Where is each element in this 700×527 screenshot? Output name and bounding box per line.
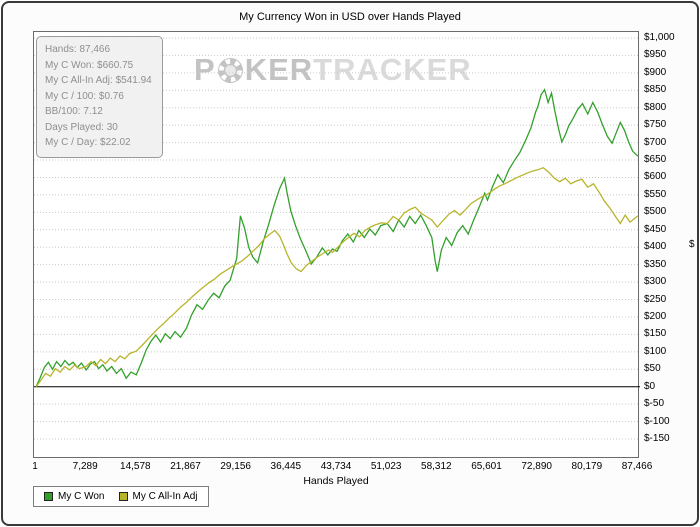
watermark-text-pre: P [194,52,216,87]
x-axis-tick-label: 43,734 [320,461,352,472]
x-axis-title: Hands Played [303,475,369,487]
poker-chip-icon [217,57,243,83]
stat-line: Hands: 87,466 [45,44,111,55]
x-axis-tick-label: 1 [32,461,38,472]
x-axis-tick-label: 29,156 [220,461,251,472]
stats-box: Hands: 87,466 My C Won: $660.75 My C All-I… [36,36,163,158]
watermark-text-post: KER [244,52,314,87]
y-axis-tick-label: $1,000 [644,32,675,43]
watermark-text-suffix: TRACKER [313,52,472,87]
legend-swatch [44,492,53,501]
stat-line: My C / 100: $0.76 [45,90,124,102]
legend-item-0: My C Won [44,491,105,502]
y-axis-tick-label: $50 [644,363,661,375]
y-axis-tick-label: $300 [644,276,667,288]
chart-title: My Currency Won in USD over Hands Played [239,11,461,23]
x-axis-tick-label: 72,890 [521,461,552,472]
x-axis-tick-label: 87,466 [621,461,653,472]
y-axis-tick-label: $100 [644,345,667,357]
stat-line: My C / Day: $22.02 [45,137,131,148]
plot-canvas [34,37,640,440]
x-axis-tick-label: 65,601 [471,461,502,472]
legend-item-1: My C All-In Adj [118,491,198,502]
x-axis-tick-label: 7,289 [72,461,98,472]
x-axis-tick-label: 21,867 [170,461,201,472]
y-axis-tick-label: $550 [644,188,667,200]
pokertracker-watermark: P KER TRACKER [194,52,472,88]
y-axis-tick-label: $200 [644,310,667,322]
x-axis-tick-label: 58,312 [421,461,452,472]
stat-line: BB/100: 7.12 [45,106,103,117]
y-axis-tick-label: $350 [644,258,667,270]
y-axis-tick-label: $800 [644,101,667,113]
y-axis-tick-label: $-50 [644,398,665,410]
plot-area: P KER TRACKER [33,31,640,458]
legend-label: My C Won [58,491,105,502]
y-axis-tick-label: $150 [644,328,667,340]
stat-line: My C All-In Adj: $541.94 [45,75,152,86]
x-axis-tick-label: 51,023 [370,461,402,472]
y-axis-tick-label: $-100 [644,415,670,427]
legend-swatch [118,492,128,501]
y-axis-tick-label: $250 [644,293,667,305]
x-axis-tick-label: 14,578 [120,461,151,472]
y-axis-title: $ [689,239,695,250]
legend-box: My C Won My C All-In Adj [33,486,209,507]
y-axis-tick-label: $750 [644,119,667,131]
y-axis-tick-label: $900 [644,66,667,78]
y-axis-tick-label: $850 [644,84,667,96]
stat-line: My C Won: $660.75 [45,59,134,71]
legend-label: My C All-In Adj [132,491,198,502]
y-axis-tick-label: $450 [644,223,667,235]
y-axis-tick-label: $700 [644,136,667,148]
y-axis-tick-label: $0 [644,380,656,392]
x-axis-tick-label: 80,179 [571,461,603,472]
y-axis-tick-label: $-150 [644,433,670,444]
y-axis-tick-label: $500 [644,206,667,218]
y-axis-tick-label: $650 [644,154,667,166]
y-axis-tick-label: $600 [644,171,667,183]
stat-line: Days Played: 30 [45,121,118,133]
x-axis-tick-label: 36,445 [270,461,302,472]
series-line-1 [35,166,639,388]
y-axis-tick-label: $950 [644,49,667,61]
y-axis-tick-label: $400 [644,241,667,253]
series-line-0 [35,88,639,387]
